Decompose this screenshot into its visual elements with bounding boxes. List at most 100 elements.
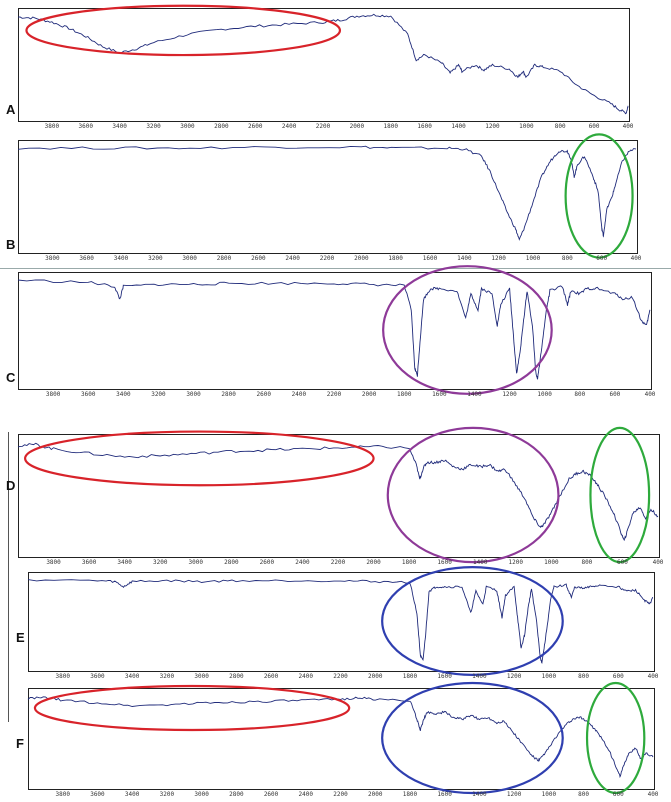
x-tick-label: 3600 [90, 791, 105, 798]
x-tick-label: 3000 [182, 255, 197, 262]
x-tick-label: 1400 [472, 559, 488, 566]
highlight-ellipse-0 [564, 133, 634, 259]
x-tick-label: 3200 [146, 123, 161, 130]
x-tick-label: 3600 [78, 123, 93, 130]
x-tick-label: 3800 [55, 673, 70, 680]
highlight-ellipse-0 [33, 684, 351, 732]
x-tick-label: 3000 [194, 673, 209, 680]
spectrum-panel-e: E 3800 3600 3400 3200 3000 2800 2600 2400 2200 200… [16, 565, 658, 684]
spectrum-svg [17, 426, 659, 564]
x-tick-label: 2400 [298, 673, 313, 680]
x-tick-label: 1800 [396, 391, 412, 398]
x-tick-label: 1000 [541, 673, 557, 680]
highlight-ellipse-0 [382, 265, 553, 395]
x-tick-label: 2600 [263, 673, 279, 680]
x-tick-label: 2600 [263, 791, 279, 798]
highlight-ellipse-2 [585, 681, 646, 795]
highlight-ellipse-1 [381, 681, 564, 795]
spectrum-panel-c: C 3800 3600 3400 3200 3000 2800 2600 2400 2200 200… [6, 265, 655, 402]
spectrum-line [27, 579, 654, 664]
x-tick-label: 2600 [256, 391, 271, 398]
spectrum-line [27, 696, 654, 778]
spectrum-line [17, 442, 659, 542]
x-tick-label: 2400 [281, 123, 297, 130]
x-tick-label: 2600 [251, 255, 266, 262]
x-tick-label: 1200 [506, 673, 522, 680]
x-tick-label: 1600 [437, 673, 452, 680]
x-tick-label: 2400 [285, 255, 300, 262]
x-tick-label: 1600 [437, 559, 452, 566]
x-tick-label: 1200 [508, 559, 523, 566]
spectrum-panel-a: A 3800 3600 3400 3200 3000 2800 2600 2400 2200 200… [6, 4, 633, 134]
x-tick-label: 1200 [502, 391, 517, 398]
highlight-ellipse-0 [24, 430, 375, 487]
x-tick-label: 3400 [113, 255, 129, 262]
x-tick-label: 1800 [401, 559, 417, 566]
spectrum-svg [27, 565, 654, 677]
x-tick-label: 3200 [152, 559, 168, 566]
x-tick-label: 1400 [467, 391, 482, 398]
x-tick-label: 2000 [361, 391, 377, 398]
x-tick-label: 2200 [319, 255, 335, 262]
x-tick-label: 1800 [388, 255, 403, 262]
x-tick-label: 3800 [45, 255, 60, 262]
x-tick-label: 400 [652, 559, 664, 566]
spectrum-svg [27, 681, 654, 795]
x-tick-label: 400 [630, 255, 642, 262]
x-tick-label: 800 [561, 255, 573, 262]
x-tick-label: 600 [612, 673, 624, 680]
plot-frame [18, 8, 630, 122]
x-tick-label: 2800 [224, 559, 239, 566]
x-tick-label: 1200 [485, 123, 500, 130]
x-tick-label: 2200 [333, 791, 348, 798]
x-tick-label: 800 [581, 559, 593, 566]
x-tick-label: 2800 [229, 791, 244, 798]
x-tick-label: 2400 [291, 391, 307, 398]
x-tick-label: 600 [612, 791, 624, 798]
spectrum-svg [17, 4, 629, 115]
x-tick-label: 800 [554, 123, 566, 130]
plot-frame [28, 572, 655, 672]
x-tick-label: 2200 [326, 391, 342, 398]
x-tick-label: 2800 [221, 391, 236, 398]
x-tick-label: 1400 [472, 791, 487, 798]
x-tick-label: 400 [644, 391, 656, 398]
x-tick-label: 2200 [330, 559, 346, 566]
x-tick-label: 1400 [451, 123, 466, 130]
plot-frame [18, 434, 660, 558]
plot-frame [18, 272, 652, 390]
x-tick-label: 2800 [216, 255, 232, 262]
x-tick-label: 3800 [44, 123, 60, 130]
panel-label: E [16, 630, 25, 645]
spectrum-panel-d: D 3800 3600 3400 3200 3000 2800 2600 2400 2200 200… [6, 426, 663, 570]
x-tick-label: 1200 [491, 255, 506, 262]
x-tick-label: 2600 [247, 123, 263, 130]
x-tick-label: 400 [647, 673, 659, 680]
x-tick-label: 800 [578, 673, 589, 680]
highlight-ellipse-0 [381, 565, 564, 677]
spectrum-panel-f: F 3800 3600 3400 3200 3000 2800 2600 2400 2200 200… [16, 681, 658, 802]
x-tick-label: 1200 [506, 791, 522, 798]
panel-label: C [6, 370, 16, 385]
x-tick-label: 2000 [366, 559, 381, 566]
x-tick-label: 1000 [525, 255, 541, 262]
x-tick-label: 1800 [402, 673, 418, 680]
highlight-ellipse-0 [25, 4, 342, 57]
x-tick-label: 1000 [544, 559, 559, 566]
x-tick-label: 2400 [298, 791, 313, 798]
x-tick-label: 3000 [194, 791, 209, 798]
x-tick-label: 3000 [186, 391, 201, 398]
panel-label: A [6, 102, 16, 117]
plot-frame [28, 688, 655, 790]
x-tick-label: 1600 [432, 391, 447, 398]
x-tick-label: 600 [617, 559, 628, 566]
x-tick-label: 3200 [148, 255, 163, 262]
x-tick-label: 3200 [151, 391, 166, 398]
x-tick-label: 3400 [124, 673, 140, 680]
x-tick-label: 3000 [180, 123, 195, 130]
x-tick-label: 2200 [333, 673, 348, 680]
x-tick-label: 2000 [367, 673, 383, 680]
spectrum-line [17, 279, 651, 380]
x-tick-label: 800 [574, 391, 586, 398]
x-tick-label: 3400 [124, 791, 140, 798]
